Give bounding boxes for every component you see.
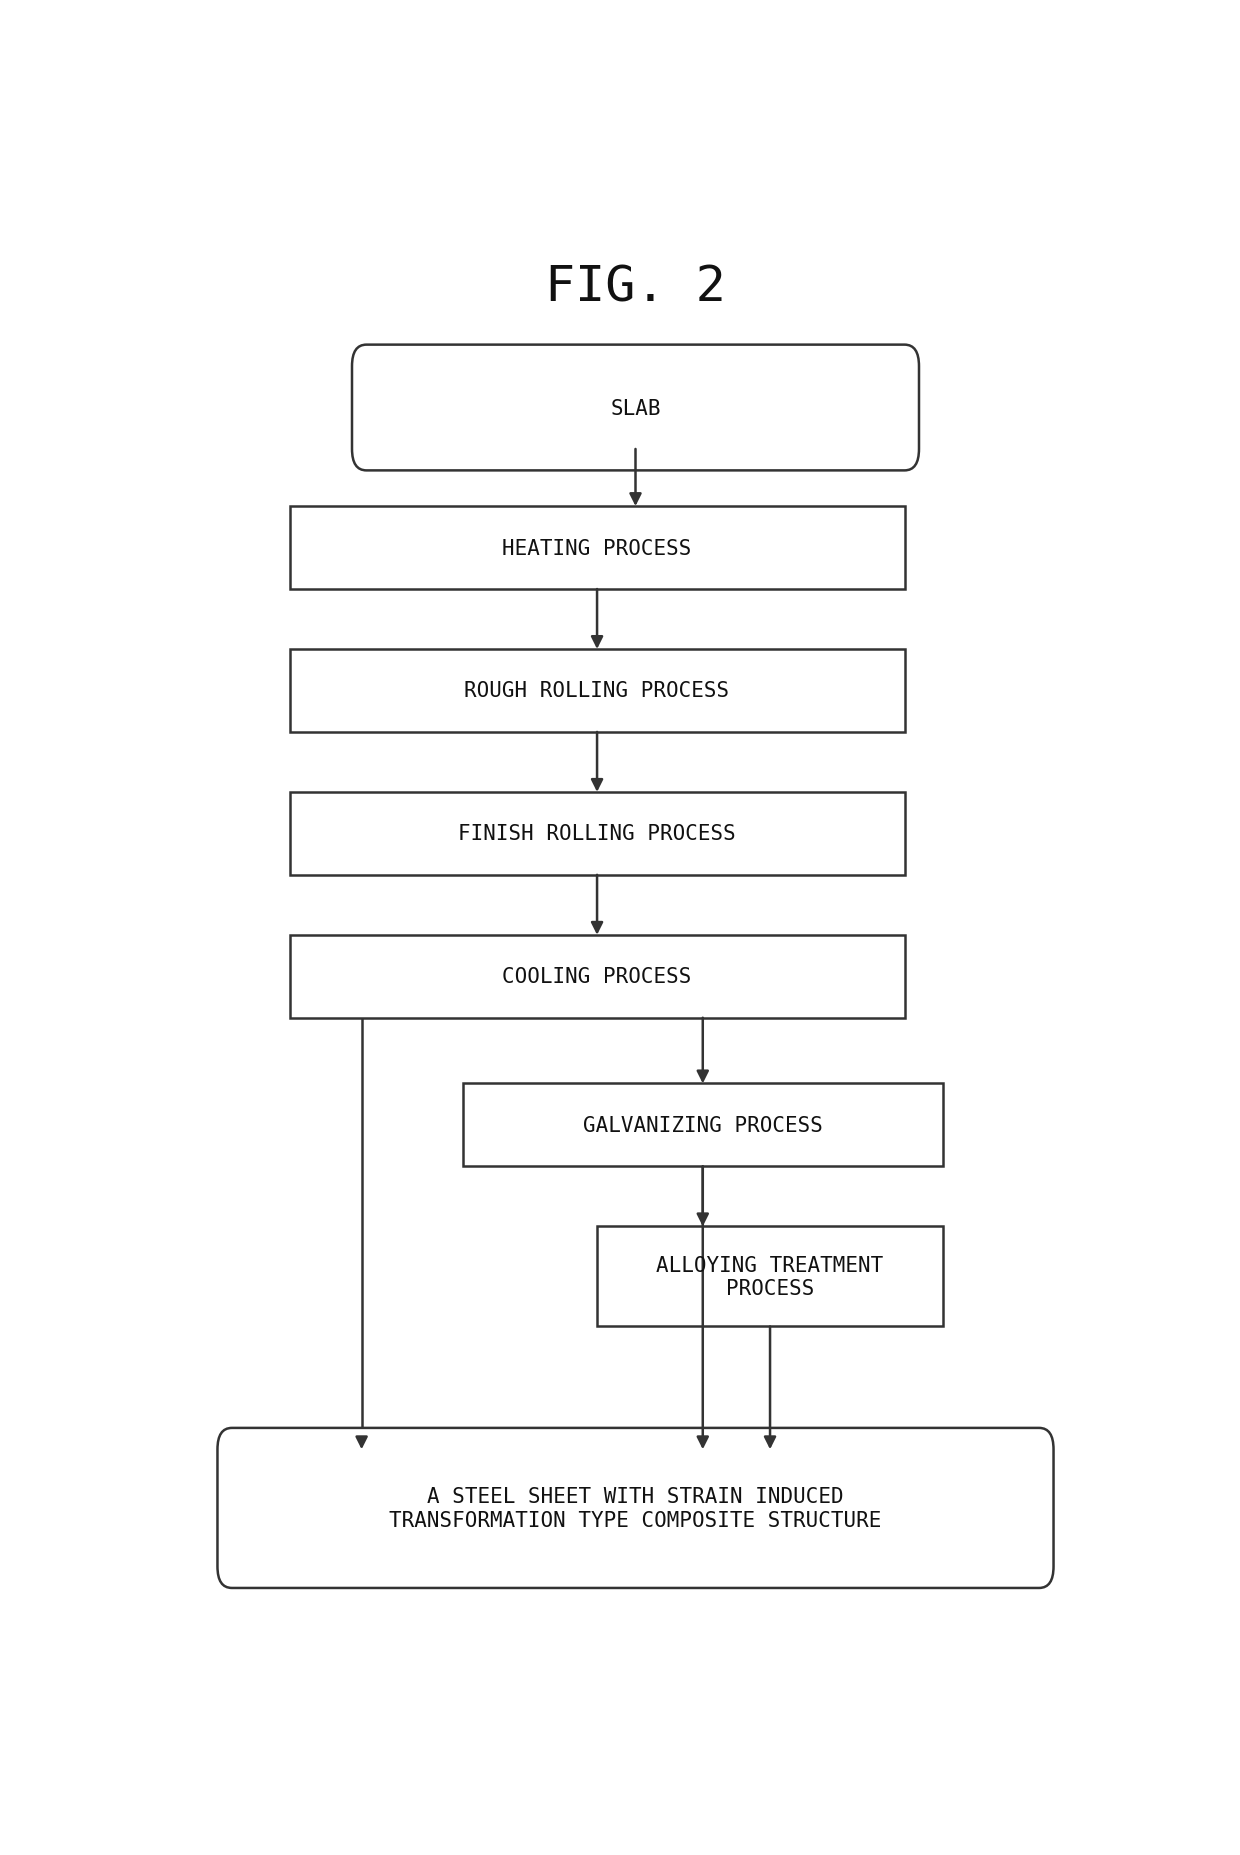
FancyBboxPatch shape — [217, 1428, 1054, 1588]
Text: HEATING PROCESS: HEATING PROCESS — [502, 538, 692, 558]
Text: ALLOYING TREATMENT
PROCESS: ALLOYING TREATMENT PROCESS — [656, 1256, 884, 1298]
Text: A STEEL SHEET WITH STRAIN INDUCED
TRANSFORMATION TYPE COMPOSITE STRUCTURE: A STEEL SHEET WITH STRAIN INDUCED TRANSF… — [389, 1486, 882, 1530]
Text: FIG. 2: FIG. 2 — [546, 263, 725, 312]
FancyBboxPatch shape — [290, 506, 905, 590]
Text: COOLING PROCESS: COOLING PROCESS — [502, 966, 692, 987]
FancyBboxPatch shape — [596, 1226, 944, 1326]
FancyBboxPatch shape — [290, 935, 905, 1018]
Text: FINISH ROLLING PROCESS: FINISH ROLLING PROCESS — [459, 824, 735, 844]
FancyBboxPatch shape — [290, 649, 905, 733]
FancyBboxPatch shape — [290, 792, 905, 876]
Text: GALVANIZING PROCESS: GALVANIZING PROCESS — [583, 1115, 822, 1135]
FancyBboxPatch shape — [463, 1083, 942, 1167]
Text: ROUGH ROLLING PROCESS: ROUGH ROLLING PROCESS — [465, 681, 729, 701]
Text: SLAB: SLAB — [610, 399, 661, 417]
FancyBboxPatch shape — [352, 345, 919, 471]
